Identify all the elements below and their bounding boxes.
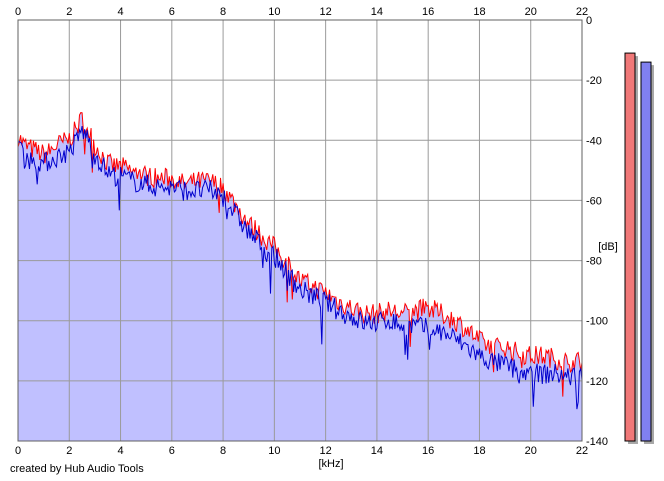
x-tick-label: 2 bbox=[66, 6, 72, 18]
level-meter-red bbox=[624, 52, 636, 442]
x-tick-label: 12 bbox=[320, 445, 332, 457]
x-tick-label: 8 bbox=[220, 445, 226, 457]
x-tick-label: 0 bbox=[15, 445, 21, 457]
y-tick-label: -60 bbox=[586, 195, 602, 207]
x-tick-label: 20 bbox=[525, 6, 537, 18]
y-tick-label: -20 bbox=[586, 75, 602, 87]
spectrum-fill bbox=[18, 112, 582, 441]
x-tick-label: 18 bbox=[473, 445, 485, 457]
y-tick-label: -80 bbox=[586, 256, 602, 268]
plot-border bbox=[17, 19, 583, 442]
x-tick-label: 18 bbox=[473, 6, 485, 18]
y-tick-labels: 0 -20 -40 -60 -80 -100 -120 -140 bbox=[586, 15, 608, 448]
x-axis-label: [kHz] bbox=[318, 458, 343, 470]
x-tick-label: 12 bbox=[320, 6, 332, 18]
y-tick-label: -100 bbox=[586, 316, 608, 328]
x-tick-label: 4 bbox=[117, 445, 123, 457]
x-tick-label: 4 bbox=[117, 6, 123, 18]
x-tick-label: 16 bbox=[422, 6, 434, 18]
x-tick-label: 10 bbox=[268, 445, 280, 457]
x-tick-label: 14 bbox=[371, 445, 383, 457]
y-tick-label: -140 bbox=[586, 436, 608, 448]
y-tick-label: 0 bbox=[586, 15, 592, 27]
series-lines bbox=[17, 112, 583, 410]
x-tick-label: 6 bbox=[169, 445, 175, 457]
y-tick-label: -40 bbox=[586, 135, 602, 147]
x-tick-label: 20 bbox=[525, 445, 537, 457]
x-tick-labels-bottom: 0 2 4 6 8 10 12 14 16 18 20 22 bbox=[15, 445, 588, 457]
series-line-blue bbox=[17, 126, 583, 410]
credit-text: created by Hub Audio Tools bbox=[10, 463, 144, 475]
x-tick-label: 10 bbox=[268, 6, 280, 18]
plot-frame bbox=[17, 19, 583, 442]
x-tick-label: 0 bbox=[15, 6, 21, 18]
x-tick-label: 6 bbox=[169, 6, 175, 18]
x-tick-labels-top: 0 2 4 6 8 10 12 14 16 18 20 22 bbox=[15, 6, 588, 18]
x-tick-label: 14 bbox=[371, 6, 383, 18]
x-tick-label: 22 bbox=[576, 445, 588, 457]
y-axis-label: [dB] bbox=[598, 241, 618, 253]
level-meters bbox=[624, 52, 654, 444]
level-meter-blue bbox=[640, 61, 652, 442]
y-tick-label: -120 bbox=[586, 376, 608, 388]
x-tick-label: 8 bbox=[220, 6, 226, 18]
grid-lines bbox=[17, 19, 583, 442]
spectrum-area bbox=[18, 112, 582, 441]
x-tick-label: 2 bbox=[66, 445, 72, 457]
x-tick-label: 16 bbox=[422, 445, 434, 457]
x-tick-label: 22 bbox=[576, 6, 588, 18]
